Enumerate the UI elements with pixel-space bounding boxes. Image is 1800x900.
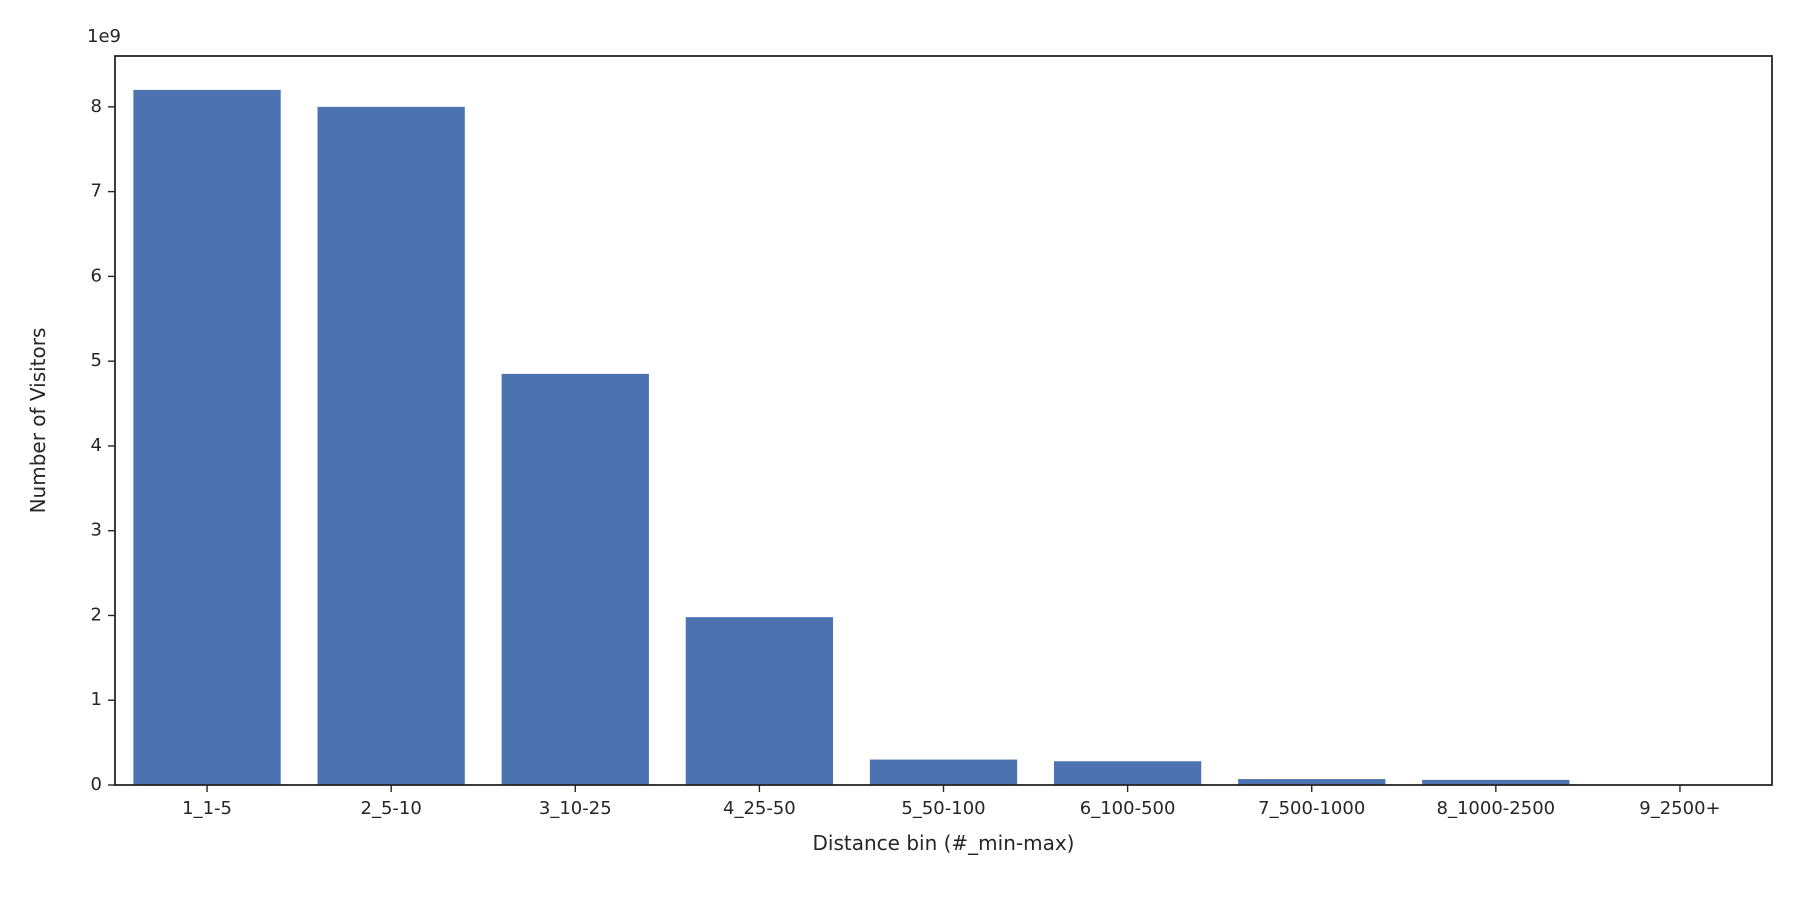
x-tick-label: 5_50-100 (901, 798, 985, 819)
x-tick-label: 8_1000-2500 (1437, 798, 1556, 819)
bar (502, 374, 649, 785)
chart-svg: 0 1 2 3 4 5 6 7 8 1e9 1_1-5 2_5-10 3_10-25 4_25-50 5_5… (0, 0, 1800, 900)
x-tick-label: 4_25-50 (723, 798, 796, 819)
x-tick-label: 3_10-25 (539, 798, 612, 819)
y-tick-label: 3 (91, 520, 102, 541)
bar (1054, 761, 1201, 785)
x-tick-label: 6_100-500 (1080, 798, 1176, 819)
x-tick-label: 7_500-1000 (1258, 798, 1365, 819)
y-tick-label: 7 (91, 181, 102, 202)
bar (318, 107, 465, 785)
bar (133, 90, 280, 785)
x-tick-label: 9_2500+ (1639, 798, 1720, 819)
y-tick-label: 8 (91, 96, 102, 117)
y-tick-label: 0 (91, 774, 102, 795)
y-tick-label: 6 (91, 265, 102, 286)
y-tick-label: 1 (91, 689, 102, 710)
y-axis-offset: 1e9 (87, 26, 121, 47)
y-tick-label: 5 (91, 350, 102, 371)
x-axis-label: Distance bin (#_min-max) (813, 831, 1075, 855)
x-tick-label: 2_5-10 (361, 798, 422, 819)
x-tick-label: 1_1-5 (182, 798, 232, 819)
y-tick-label: 2 (91, 604, 102, 625)
y-axis-label: Number of Visitors (26, 328, 50, 514)
bar (686, 617, 833, 785)
bar-chart: 0 1 2 3 4 5 6 7 8 1e9 1_1-5 2_5-10 3_10-25 4_25-50 5_5… (0, 0, 1800, 900)
y-tick-label: 4 (91, 435, 102, 456)
bar (870, 760, 1017, 785)
